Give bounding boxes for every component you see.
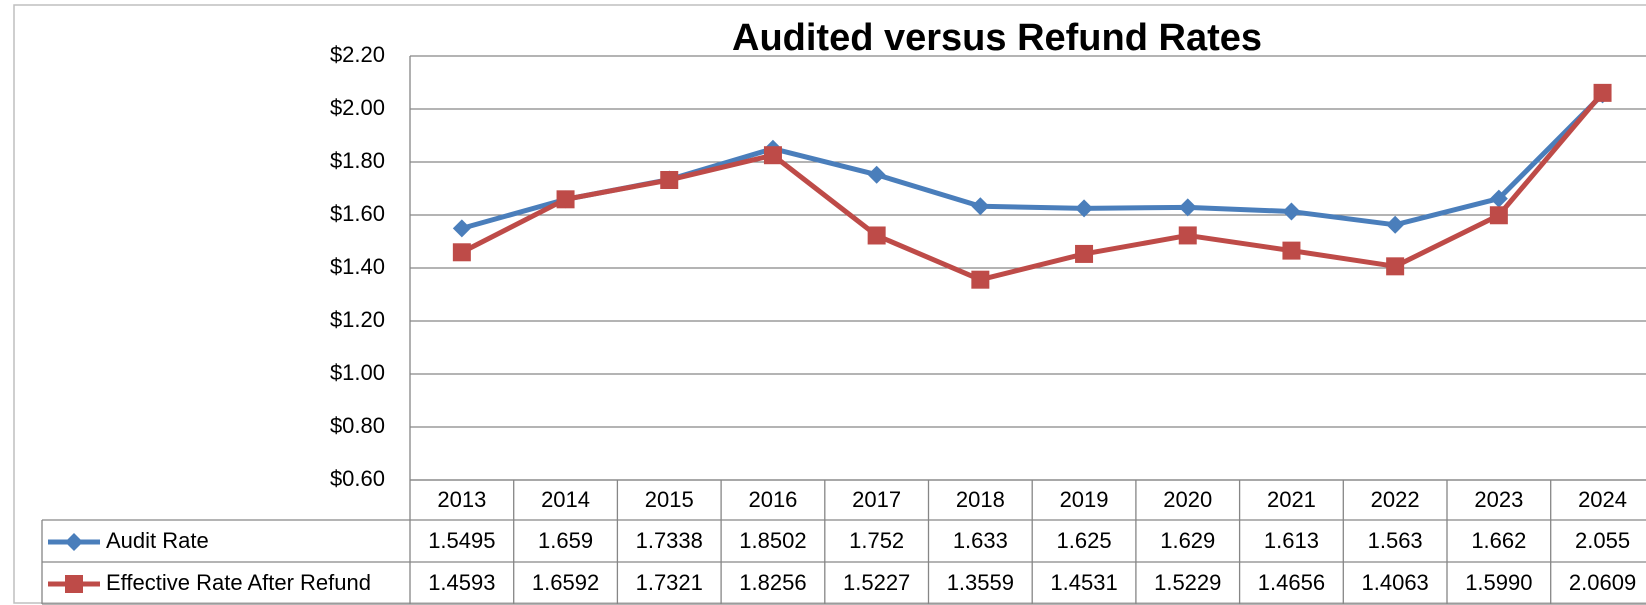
table-value: 1.629 [1160,528,1215,553]
x-tick-label: 2016 [748,487,797,512]
marker [1282,202,1301,221]
marker [452,243,471,262]
y-tick-label: $0.60 [330,466,385,491]
legend-label: Effective Rate After Refund [106,570,371,595]
table-value: 1.7338 [636,528,703,553]
marker [763,146,782,165]
x-tick-label: 2021 [1267,487,1316,512]
marker [1178,198,1197,217]
table-value: 2.0609 [1569,570,1636,595]
table-value: 1.659 [538,528,593,553]
table-value: 1.8502 [739,528,806,553]
marker [971,270,990,289]
y-tick-label: $0.80 [330,413,385,438]
table-value: 1.8256 [739,570,806,595]
marker [1386,215,1405,234]
table-value: 1.4656 [1258,570,1325,595]
table-value: 1.5495 [428,528,495,553]
marker [1282,241,1301,260]
y-tick-label: $2.00 [330,95,385,120]
x-tick-label: 2015 [645,487,694,512]
y-tick-label: $1.40 [330,254,385,279]
table-value: 1.625 [1057,528,1112,553]
chart-title: Audited versus Refund Rates [732,17,1262,59]
y-tick-label: $1.60 [330,201,385,226]
chart-border [13,4,1646,604]
marker [65,533,83,551]
marker [452,219,471,238]
y-tick-label: $1.00 [330,360,385,385]
x-tick-label: 2020 [1163,487,1212,512]
x-tick-label: 2022 [1371,487,1420,512]
table-value: 1.4063 [1362,570,1429,595]
marker [1075,244,1094,263]
table-value: 1.633 [953,528,1008,553]
table-value: 1.662 [1471,528,1526,553]
x-tick-label: 2018 [956,487,1005,512]
table-value: 1.4593 [428,570,495,595]
legend-label: Audit Rate [106,528,209,553]
marker [1489,206,1508,225]
y-tick-label: $1.80 [330,148,385,173]
x-tick-label: 2013 [437,487,486,512]
y-tick-label: $1.20 [330,307,385,332]
x-tick-label: 2019 [1060,487,1109,512]
marker [971,197,990,216]
marker [1489,189,1508,208]
x-tick-label: 2017 [852,487,901,512]
marker [1178,226,1197,245]
marker [867,165,886,184]
table-value: 1.5229 [1154,570,1221,595]
table-value: 1.3559 [947,570,1014,595]
marker [1075,199,1094,218]
marker [1593,83,1612,102]
table-value: 1.7321 [636,570,703,595]
table-value: 1.752 [849,528,904,553]
marker [1386,257,1405,276]
table-value: 1.4531 [1050,570,1117,595]
table-value: 1.563 [1368,528,1423,553]
table-value: 1.613 [1264,528,1319,553]
series-line [460,91,1605,283]
marker [556,190,575,209]
y-tick-label: $2.20 [330,42,385,67]
x-tick-label: 2023 [1474,487,1523,512]
marker [867,226,886,245]
marker [660,170,679,189]
x-tick-label: 2014 [541,487,590,512]
x-tick-label: 2024 [1578,487,1627,512]
table-value: 1.6592 [532,570,599,595]
table-value: 2.055 [1575,528,1630,553]
table-value: 1.5990 [1465,570,1532,595]
marker [65,575,83,593]
table-value: 1.5227 [843,570,910,595]
